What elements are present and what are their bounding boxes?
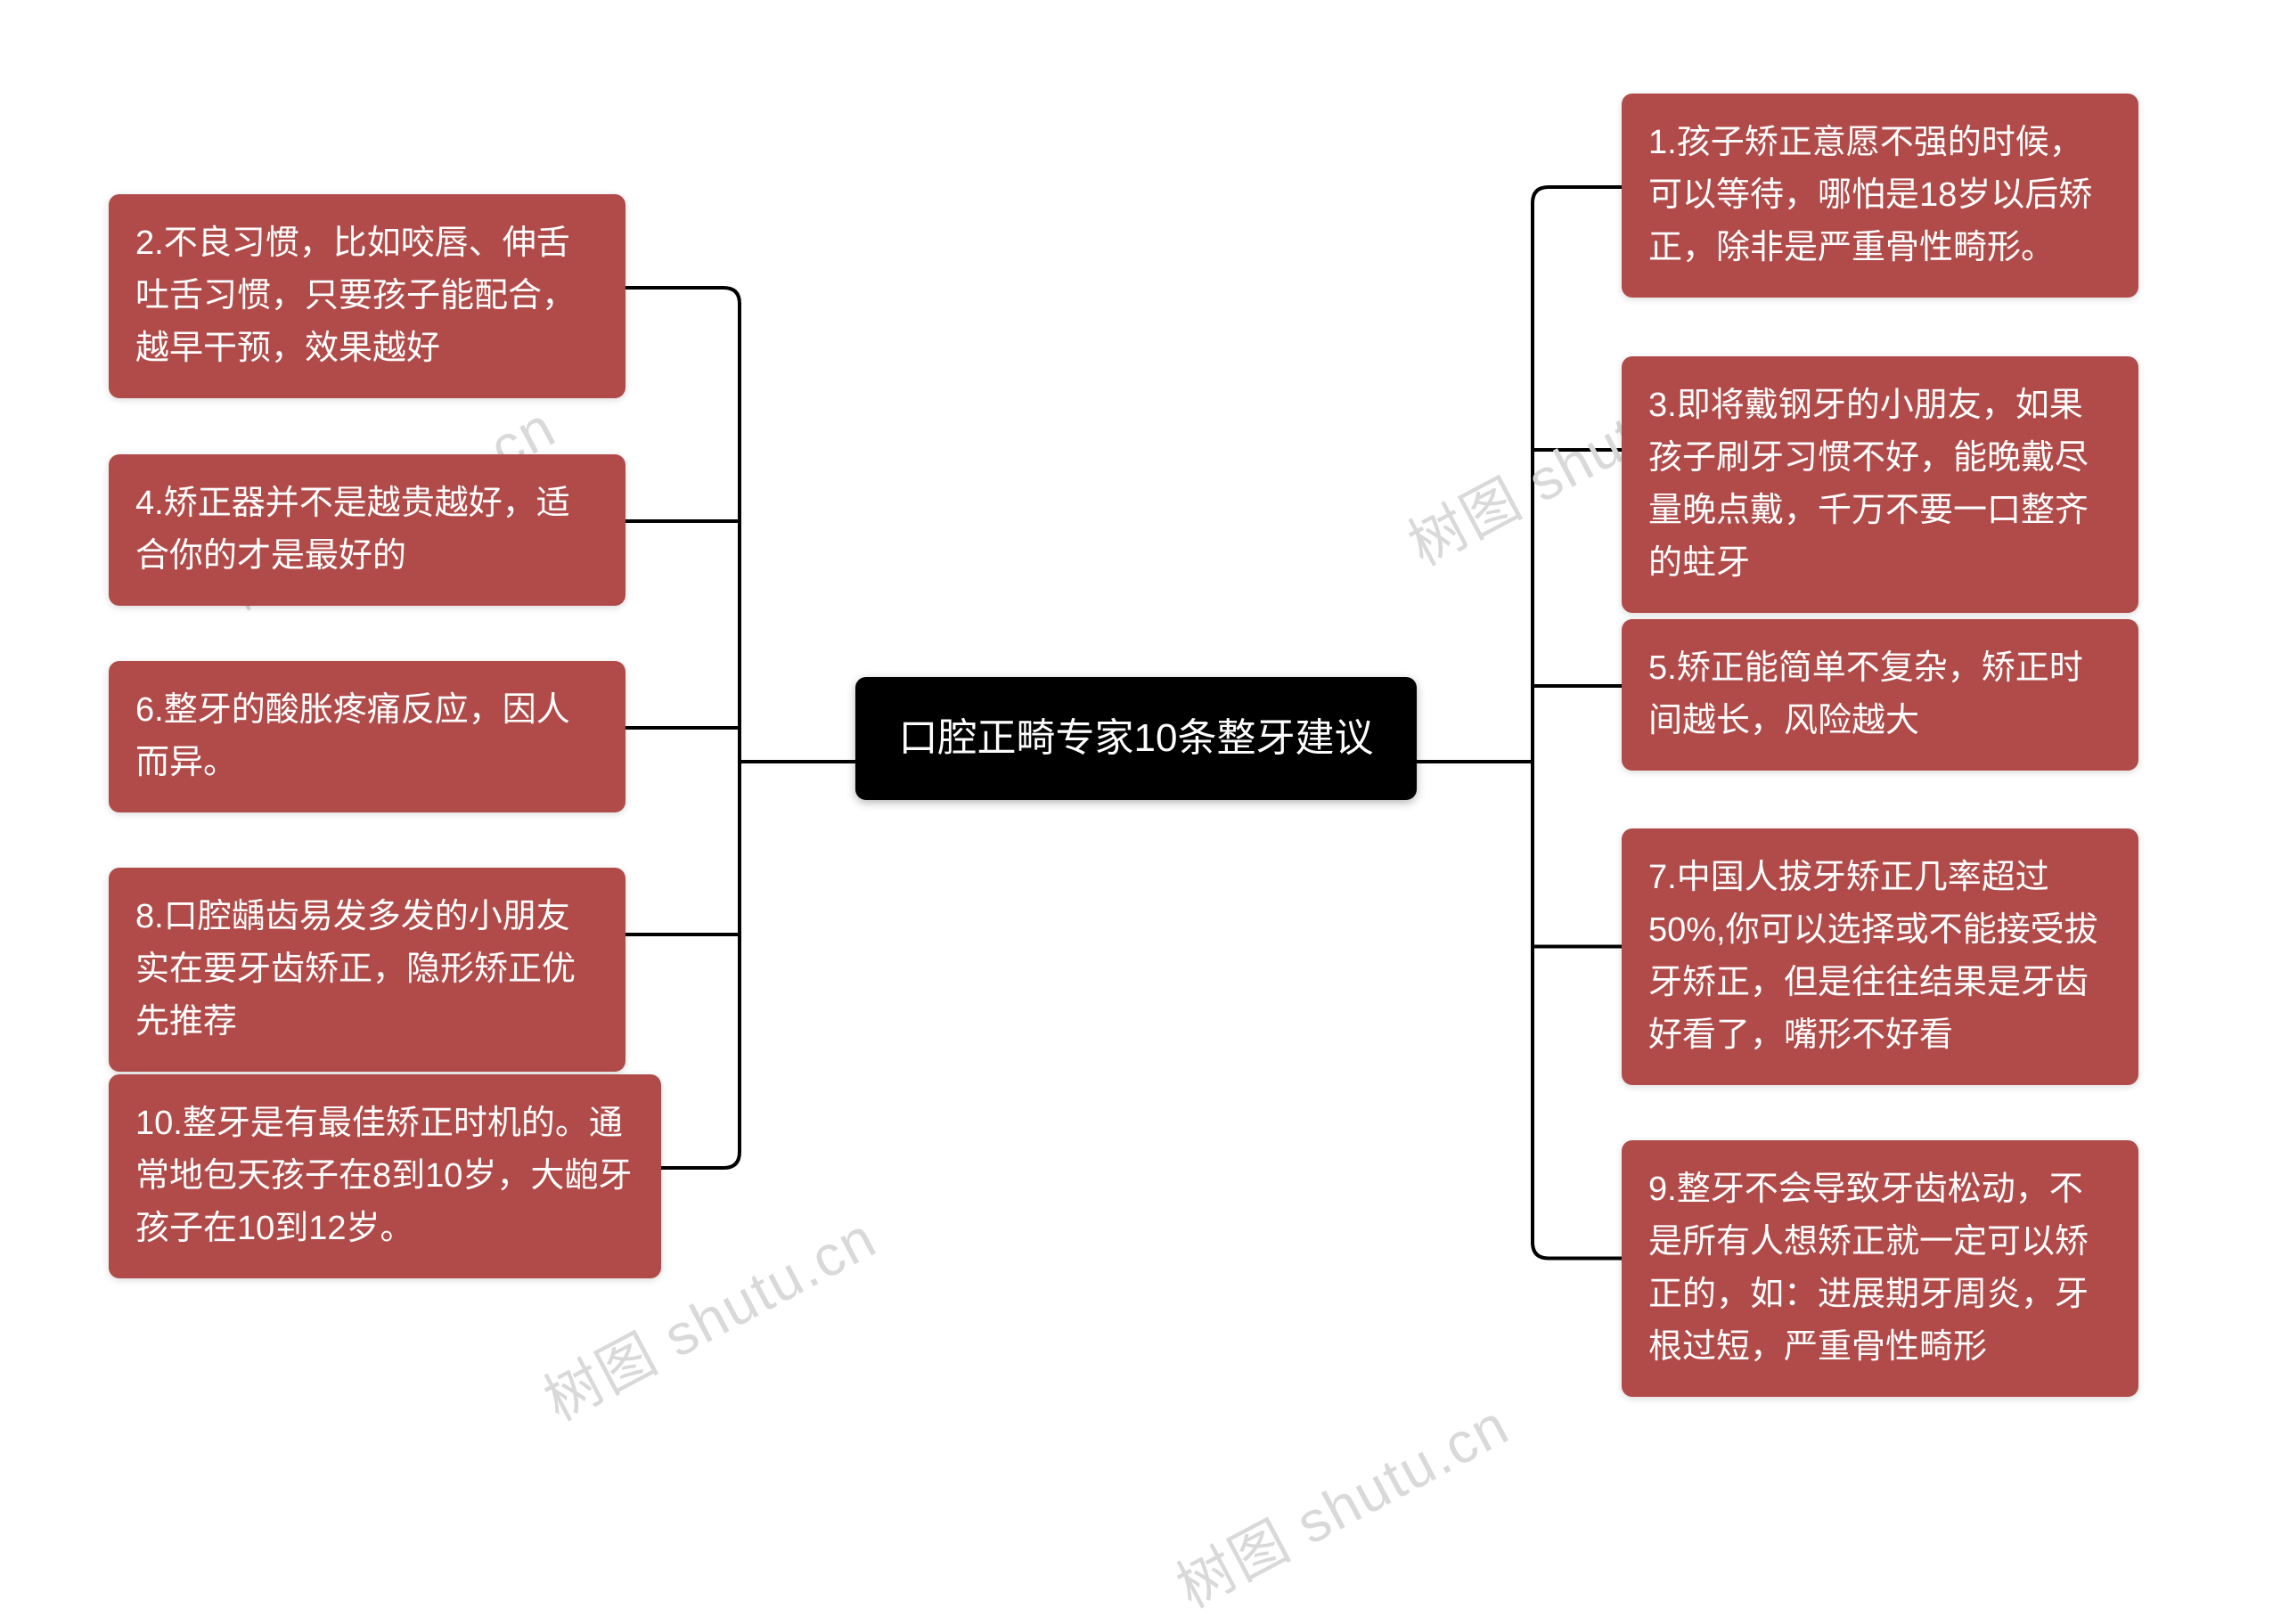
leaf-text-n5: 5.矫正能简单不复杂，矫正时间越长，风险越大 (1648, 649, 2083, 739)
leaf-text-n1: 1.孩子矫正意愿不强的时候，可以等待，哪怕是18岁以后矫正，除非是严重骨性畸形。 (1648, 124, 2092, 266)
leaf-n8: 8.口腔龋齿易发多发的小朋友实在要牙齿矫正，隐形矫正优先推荐 (109, 868, 625, 1072)
leaf-text-n10: 10.整牙是有最佳矫正时机的。通常地包天孩子在8到10岁，大龅牙孩子在10到12… (135, 1105, 632, 1247)
leaf-n7: 7.中国人拔牙矫正几率超过50%,你可以选择或不能接受拔牙矫正，但是往往结果是牙… (1622, 828, 2138, 1085)
leaf-text-n3: 3.即将戴钢牙的小朋友，如果孩子刷牙习惯不好，能晚戴尽量晚点戴，千万不要一口整齐… (1648, 387, 2089, 582)
leaf-n1: 1.孩子矫正意愿不强的时候，可以等待，哪怕是18岁以后矫正，除非是严重骨性畸形。 (1622, 94, 2138, 298)
leaf-text-n7: 7.中国人拔牙矫正几率超过50%,你可以选择或不能接受拔牙矫正，但是往往结果是牙… (1648, 859, 2098, 1054)
leaf-n2: 2.不良习惯，比如咬唇、伸舌吐舌习惯，只要孩子能配合，越早干预，效果越好 (109, 194, 625, 398)
center-topic: 口腔正畸专家10条整牙建议 (855, 677, 1417, 800)
center-topic-text: 口腔正畸专家10条整牙建议 (899, 716, 1374, 760)
leaf-n3: 3.即将戴钢牙的小朋友，如果孩子刷牙习惯不好，能晚戴尽量晚点戴，千万不要一口整齐… (1622, 356, 2138, 613)
leaf-text-n9: 9.整牙不会导致牙齿松动，不是所有人想矫正就一定可以矫正的，如：进展期牙周炎，牙… (1648, 1171, 2089, 1366)
leaf-text-n2: 2.不良习惯，比如咬唇、伸舌吐舌习惯，只要孩子能配合，越早干预，效果越好 (135, 224, 576, 367)
leaf-n10: 10.整牙是有最佳矫正时机的。通常地包天孩子在8到10岁，大龅牙孩子在10到12… (109, 1074, 661, 1278)
leaf-text-n6: 6.整牙的酸胀疼痛反应，因人而异。 (135, 691, 570, 781)
leaf-n5: 5.矫正能简单不复杂，矫正时间越长，风险越大 (1622, 619, 2138, 771)
watermark-3: 树图 shutu.cn (1160, 1380, 1521, 1624)
leaf-n4: 4.矫正器并不是越贵越好，适合你的才是最好的 (109, 454, 625, 606)
mindmap-canvas: 树图 shutu.cn树图 shutu.cn树图 shutu.cn树图 shut… (0, 0, 2281, 1519)
leaf-text-n4: 4.矫正器并不是越贵越好，适合你的才是最好的 (135, 485, 570, 575)
leaf-n9: 9.整牙不会导致牙齿松动，不是所有人想矫正就一定可以矫正的，如：进展期牙周炎，牙… (1622, 1140, 2138, 1397)
leaf-n6: 6.整牙的酸胀疼痛反应，因人而异。 (109, 661, 625, 812)
leaf-text-n8: 8.口腔龋齿易发多发的小朋友实在要牙齿矫正，隐形矫正优先推荐 (135, 898, 576, 1041)
